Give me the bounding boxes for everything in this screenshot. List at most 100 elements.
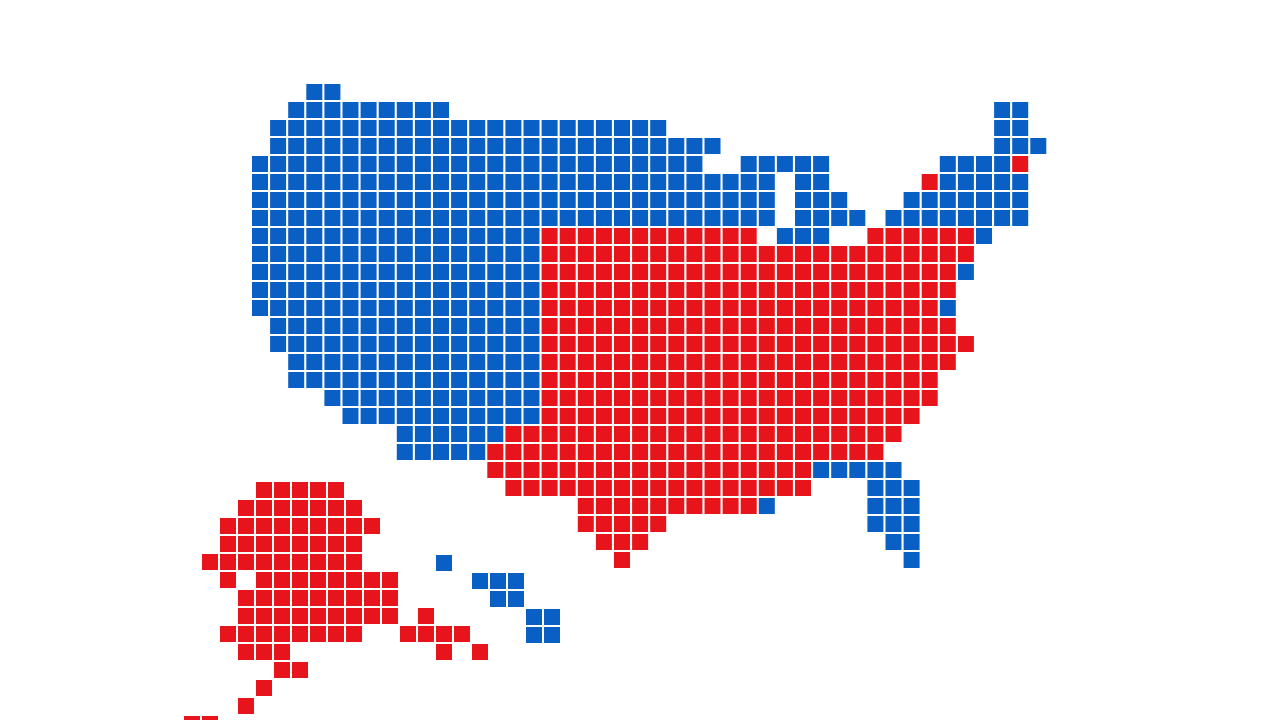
mainland-tile — [614, 138, 630, 154]
mainland-tile — [957, 228, 974, 244]
mainland-tile — [813, 246, 830, 262]
mainland-tile — [433, 246, 449, 262]
mainland-tile — [577, 300, 594, 316]
mainland-tile — [686, 498, 703, 514]
mainland-tile — [867, 408, 884, 424]
mainland-tile — [668, 156, 685, 172]
mainland-tile — [632, 120, 649, 136]
alaska-tile — [220, 554, 236, 570]
alaska-tile — [256, 482, 272, 498]
mainland-tile — [939, 354, 956, 370]
mainland-tile — [505, 282, 522, 298]
mainland-tile — [831, 246, 848, 262]
alaska-tile — [472, 644, 488, 660]
mainland-tile — [469, 246, 486, 262]
hawaii-tile — [436, 555, 452, 571]
mainland-tile — [577, 318, 594, 334]
mainland-tile — [650, 192, 667, 208]
mainland-tile — [849, 462, 866, 478]
mainland-tile — [324, 174, 341, 190]
mainland-tile — [668, 174, 685, 190]
mainland-tile — [324, 390, 341, 406]
mainland-tile — [722, 408, 739, 424]
mainland-tile — [867, 318, 884, 334]
mainland-tile — [758, 354, 775, 370]
mainland-tile — [595, 408, 612, 424]
mainland-tile — [505, 336, 522, 352]
mainland-tile — [722, 192, 739, 208]
mainland-tile — [650, 138, 667, 154]
mainland-tile — [523, 156, 540, 172]
mainland-tile — [795, 354, 811, 370]
mainland-tile — [414, 282, 431, 298]
mainland-tile — [523, 120, 540, 136]
mainland-tile — [758, 336, 775, 352]
mainland-tile — [614, 192, 630, 208]
alaska-tile — [310, 518, 326, 534]
alaska-tile — [238, 644, 254, 660]
alaska-tile — [436, 644, 452, 660]
mainland-tile — [686, 372, 703, 388]
alaska-tile — [292, 536, 308, 552]
alaska-tile — [346, 518, 362, 534]
mainland-tile — [939, 210, 956, 226]
mainland-tile — [903, 516, 920, 532]
mainland-tile — [487, 138, 504, 154]
mainland-tile — [903, 498, 920, 514]
mainland-tile — [360, 228, 377, 244]
mainland-tile — [650, 354, 667, 370]
alaska-tile — [292, 608, 308, 624]
mainland-tile — [668, 228, 685, 244]
mainland-tile — [487, 210, 504, 226]
alaska-tile — [364, 572, 380, 588]
mainland-tile — [758, 480, 775, 496]
mainland-tile — [360, 156, 377, 172]
alaska-tile — [274, 590, 290, 606]
mainland-tile — [867, 498, 884, 514]
mainland-tile — [704, 138, 721, 154]
mainland-tile — [939, 156, 956, 172]
mainland-tile — [559, 372, 576, 388]
mainland-tile — [433, 372, 449, 388]
alaska-tile — [418, 626, 434, 642]
mainland-tile — [342, 228, 359, 244]
mainland-tile — [577, 156, 594, 172]
mainland-tile — [885, 336, 902, 352]
alaska-tile — [274, 626, 290, 642]
mainland-tile — [378, 336, 395, 352]
mainland-tile — [867, 390, 884, 406]
mainland-tile — [939, 336, 956, 352]
mainland-tile — [831, 192, 848, 208]
mainland-tile — [614, 408, 630, 424]
mainland-tile — [595, 498, 612, 514]
mainland-tile — [939, 300, 956, 316]
mainland-tile — [758, 444, 775, 460]
mainland-tile — [885, 390, 902, 406]
mainland-tile — [758, 192, 775, 208]
mainland-tile — [505, 372, 522, 388]
mainland-tile — [342, 354, 359, 370]
mainland-tile — [469, 390, 486, 406]
mainland-tile — [740, 498, 757, 514]
mainland-tile — [632, 534, 649, 550]
mainland-tile — [360, 192, 377, 208]
mainland-tile — [831, 264, 848, 280]
mainland-tile — [523, 336, 540, 352]
mainland-tile — [270, 156, 287, 172]
mainland-tile — [523, 444, 540, 460]
mainland-tile — [885, 264, 902, 280]
alaska-tile — [328, 518, 344, 534]
mainland-tile — [288, 318, 305, 334]
mainland-tile — [704, 480, 721, 496]
mainland-tile — [740, 318, 757, 334]
mainland-tile — [831, 372, 848, 388]
mainland-tile — [324, 372, 341, 388]
mainland-tile — [668, 426, 685, 442]
mainland-tile — [487, 228, 504, 244]
mainland-tile — [342, 192, 359, 208]
alaska-tile — [256, 590, 272, 606]
mainland-tile — [650, 228, 667, 244]
mainland-tile — [595, 138, 612, 154]
mainland-tile — [939, 246, 956, 262]
mainland-tile — [541, 120, 558, 136]
